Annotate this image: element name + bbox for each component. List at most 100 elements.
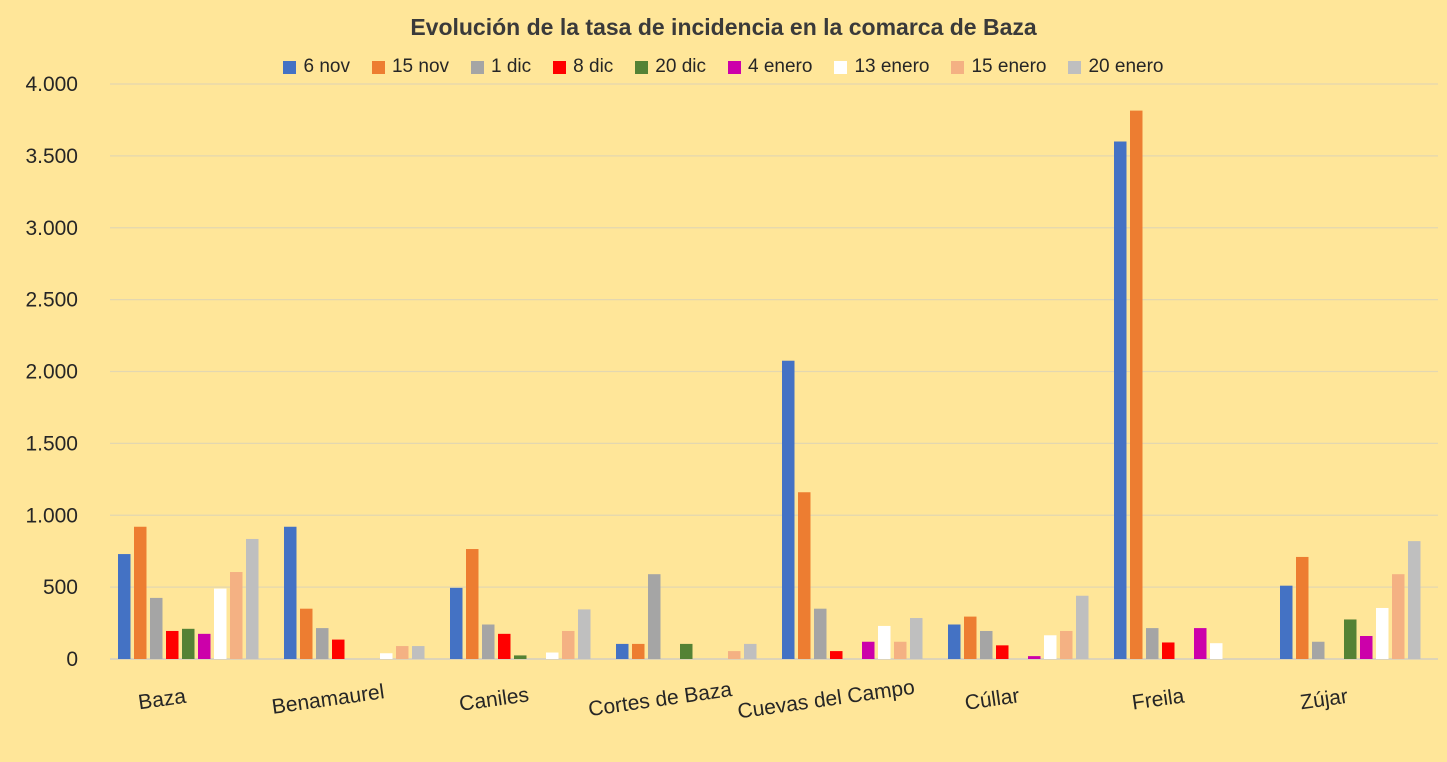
bar bbox=[562, 630, 575, 659]
bar bbox=[150, 597, 163, 659]
bar bbox=[412, 646, 425, 659]
y-tick-label: 0 bbox=[66, 648, 78, 671]
bar bbox=[284, 526, 297, 659]
bar bbox=[1162, 642, 1175, 659]
bar bbox=[578, 609, 591, 659]
legend-label: 6 nov bbox=[303, 56, 350, 77]
bar bbox=[482, 624, 495, 659]
legend-item: 20 dic bbox=[635, 56, 706, 78]
legend-label: 20 dic bbox=[655, 56, 706, 77]
bar bbox=[182, 628, 195, 659]
legend-item: 8 dic bbox=[553, 56, 613, 78]
legend: 6 nov 15 nov 1 dic 8 dic 20 dic 4 enero 13 ene… bbox=[0, 56, 1447, 78]
legend-item: 1 dic bbox=[471, 56, 531, 78]
bar bbox=[546, 652, 559, 659]
bar bbox=[878, 625, 891, 659]
bar bbox=[1344, 619, 1357, 659]
legend-swatch bbox=[1068, 60, 1082, 74]
legend-swatch bbox=[371, 60, 385, 74]
legend-label: 20 enero bbox=[1088, 56, 1164, 77]
y-tick-label: 1.000 bbox=[25, 504, 78, 527]
bar bbox=[830, 651, 843, 659]
bar bbox=[648, 574, 661, 659]
bar bbox=[894, 641, 907, 659]
bar bbox=[980, 630, 993, 659]
legend-label: 4 enero bbox=[748, 56, 813, 77]
bar bbox=[744, 643, 757, 659]
legend-label: 8 dic bbox=[573, 56, 614, 77]
legend-label: 13 enero bbox=[854, 56, 930, 77]
bar bbox=[1392, 574, 1405, 659]
bar bbox=[910, 618, 923, 659]
x-category-label: Baza bbox=[137, 685, 188, 714]
y-tick-label: 1.500 bbox=[25, 432, 78, 455]
y-tick-label: 4.000 bbox=[25, 73, 78, 96]
bar bbox=[246, 538, 259, 659]
x-category-label: Cúllar bbox=[963, 684, 1021, 714]
legend-item: 13 enero bbox=[834, 56, 929, 78]
y-tick-label: 3.000 bbox=[25, 217, 78, 240]
bar bbox=[1280, 585, 1293, 659]
y-tick-label: 3.500 bbox=[25, 145, 78, 168]
bar bbox=[1312, 641, 1325, 659]
legend-swatch bbox=[635, 60, 649, 74]
bar bbox=[396, 646, 409, 659]
bar bbox=[1130, 110, 1143, 659]
bar bbox=[996, 645, 1009, 659]
y-tick-label: 2.000 bbox=[25, 361, 78, 384]
bar bbox=[134, 526, 147, 659]
chart-title: Evolución de la tasa de incidencia en la… bbox=[410, 14, 1037, 40]
legend-swatch bbox=[471, 60, 485, 74]
x-category-label: Cuevas del Campo bbox=[736, 676, 916, 724]
x-category-label: Cortes de Baza bbox=[587, 678, 734, 721]
bar bbox=[466, 549, 479, 659]
bar bbox=[498, 633, 511, 659]
bar bbox=[948, 624, 961, 659]
bar bbox=[814, 608, 827, 659]
bar bbox=[680, 643, 693, 659]
bar bbox=[632, 643, 645, 659]
legend-swatch bbox=[951, 60, 965, 74]
legend-item: 15 nov bbox=[371, 56, 450, 78]
bar bbox=[1376, 607, 1389, 659]
bar bbox=[214, 588, 227, 659]
bar bbox=[1408, 541, 1421, 659]
x-category-label: Freila bbox=[1130, 684, 1186, 714]
bar bbox=[616, 643, 629, 659]
bar bbox=[300, 608, 313, 659]
bar bbox=[1146, 628, 1159, 659]
bar bbox=[166, 630, 179, 659]
legend-item: 15 enero bbox=[951, 56, 1046, 78]
x-category-label: Zújar bbox=[1299, 685, 1350, 714]
bar bbox=[1114, 141, 1127, 659]
bar bbox=[1028, 656, 1041, 659]
bar bbox=[1360, 636, 1373, 659]
y-tick-label: 2.500 bbox=[25, 289, 78, 312]
legend-swatch bbox=[283, 60, 297, 74]
legend-label: 1 dic bbox=[491, 56, 532, 77]
bar bbox=[964, 616, 977, 659]
x-category-label: Benamaurel bbox=[270, 680, 385, 719]
bar bbox=[1076, 595, 1089, 659]
bar bbox=[782, 360, 795, 659]
bar bbox=[1060, 630, 1073, 659]
bar bbox=[380, 653, 393, 659]
bar bbox=[1210, 643, 1223, 659]
bar bbox=[332, 639, 345, 659]
legend-swatch bbox=[834, 60, 848, 74]
legend-label: 15 nov bbox=[391, 56, 450, 77]
legend-swatch bbox=[728, 60, 741, 74]
bar bbox=[862, 641, 875, 659]
bar bbox=[1194, 628, 1207, 659]
bar bbox=[230, 572, 243, 659]
bar bbox=[118, 554, 131, 659]
legend-item: 6 nov bbox=[283, 56, 350, 78]
bar bbox=[450, 587, 463, 659]
bar bbox=[1296, 556, 1309, 659]
legend-label: 15 enero bbox=[971, 56, 1047, 77]
bar bbox=[728, 651, 741, 659]
legend-item: 20 enero bbox=[1068, 56, 1164, 78]
bar bbox=[198, 633, 211, 659]
